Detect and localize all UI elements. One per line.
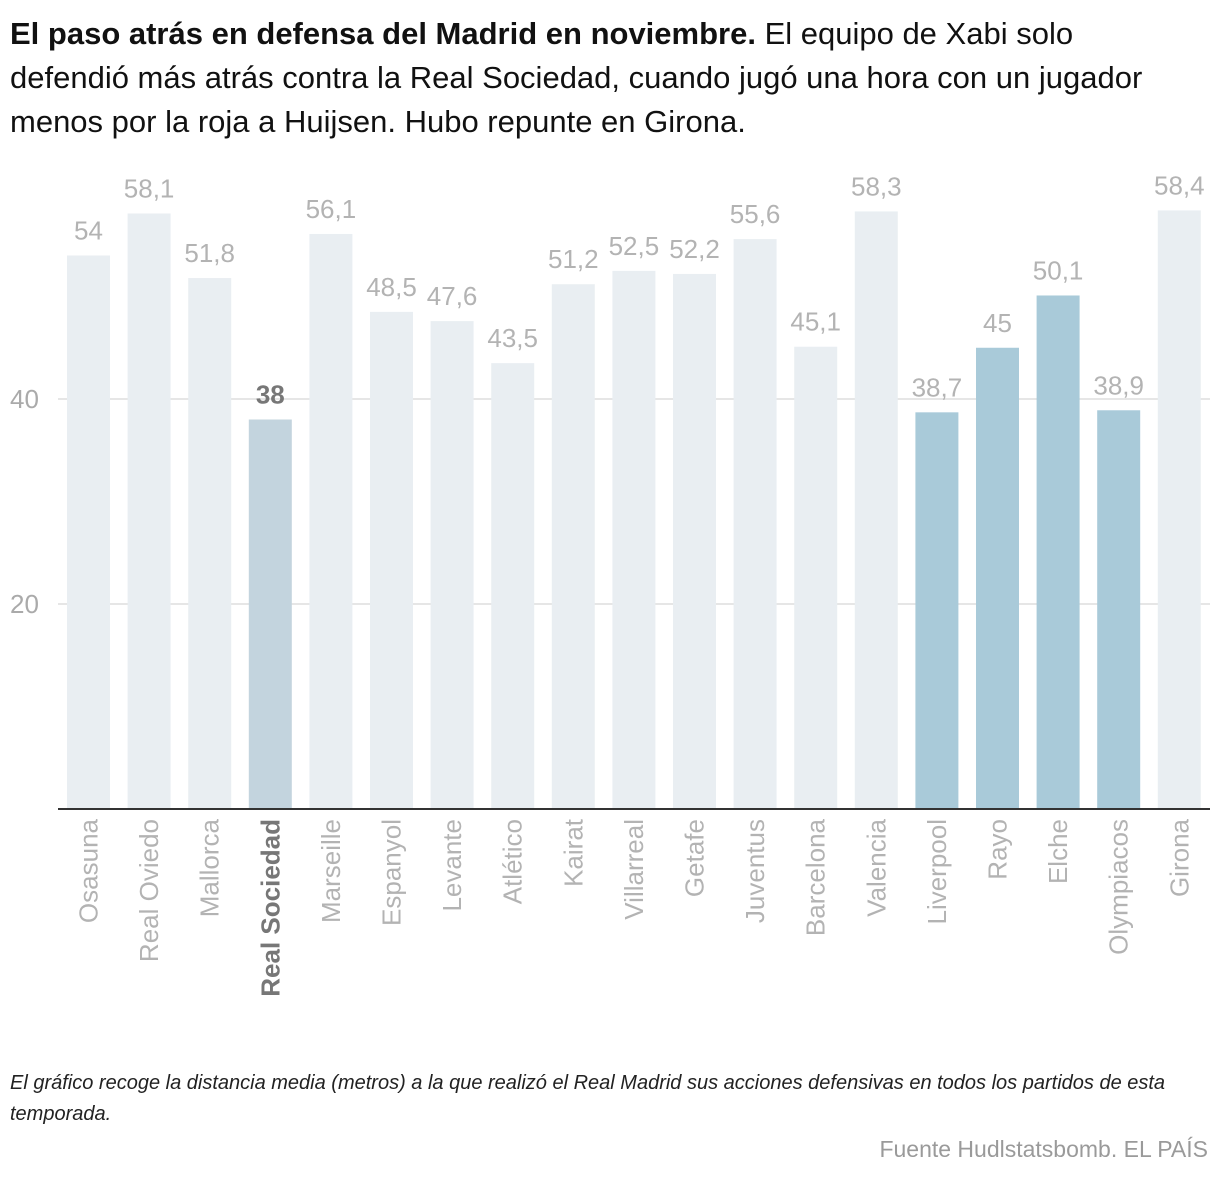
data-label: 38,9 bbox=[1093, 370, 1144, 400]
x-tick-label: Real Sociedad bbox=[255, 819, 285, 997]
data-label: 51,2 bbox=[548, 244, 599, 274]
data-label: 47,6 bbox=[427, 281, 478, 311]
chart-source: Fuente Hudlstatsbomb. EL PAÍS bbox=[879, 1136, 1208, 1162]
bar bbox=[430, 321, 474, 809]
y-tick-label: 20 bbox=[10, 589, 39, 619]
x-tick-label: Rayo bbox=[983, 819, 1013, 880]
x-tick-label: Marseille bbox=[316, 819, 346, 923]
x-tick-label: Juventus bbox=[740, 819, 770, 923]
chart-headline: El paso atrás en defensa del Madrid en n… bbox=[10, 12, 1200, 144]
x-tick-label: Atlético bbox=[498, 819, 528, 904]
data-label: 58,4 bbox=[1154, 170, 1205, 200]
bar bbox=[1036, 295, 1080, 810]
x-tick-label: Barcelona bbox=[801, 818, 831, 936]
data-label: 58,3 bbox=[851, 171, 902, 201]
bar bbox=[733, 239, 777, 810]
bar bbox=[551, 284, 595, 809]
x-tick-label: Getafe bbox=[680, 819, 710, 897]
bar bbox=[188, 278, 232, 809]
data-label: 52,2 bbox=[669, 234, 720, 264]
bar bbox=[248, 419, 292, 809]
x-tick-label: Levante bbox=[437, 819, 467, 912]
x-tick-label: Valencia bbox=[861, 818, 891, 916]
headline-text: El equipo de Xabi solo defendió más atrá… bbox=[10, 16, 1143, 139]
x-tick-label: Osasuna bbox=[74, 818, 104, 923]
data-label: 45,1 bbox=[790, 307, 841, 337]
x-tick-label: Espanyol bbox=[377, 819, 407, 926]
bar bbox=[1157, 210, 1201, 809]
x-tick-label: Mallorca bbox=[195, 818, 225, 917]
x-tick-label: Girona bbox=[1164, 818, 1194, 897]
bar bbox=[976, 347, 1019, 809]
data-label: 54 bbox=[74, 216, 103, 246]
bar bbox=[794, 346, 838, 809]
data-label: 58,1 bbox=[124, 173, 175, 203]
bar bbox=[370, 311, 413, 809]
data-label: 56,1 bbox=[306, 194, 357, 224]
bar bbox=[127, 213, 171, 810]
bar bbox=[491, 363, 535, 809]
data-label: 38 bbox=[256, 380, 285, 410]
x-tick-label: Real Oviedo bbox=[134, 819, 164, 962]
data-label: 38,7 bbox=[912, 372, 963, 402]
x-tick-label: Villarreal bbox=[619, 819, 649, 920]
data-label: 45 bbox=[983, 308, 1012, 338]
bar bbox=[309, 233, 353, 810]
headline-lead: El paso atrás en defensa del Madrid en n… bbox=[10, 16, 756, 51]
data-label: 43,5 bbox=[487, 323, 538, 353]
data-label: 50,1 bbox=[1033, 255, 1084, 285]
bar bbox=[673, 273, 716, 809]
data-label: 52,5 bbox=[609, 231, 660, 261]
chart-note: El gráfico recoge la distancia media (me… bbox=[10, 1072, 1166, 1125]
x-tick-label: Liverpool bbox=[922, 819, 952, 925]
x-tick-label: Elche bbox=[1043, 819, 1073, 884]
bar bbox=[612, 270, 656, 809]
bar bbox=[67, 255, 110, 809]
x-tick-label: Olympiacos bbox=[1104, 819, 1134, 955]
data-label: 48,5 bbox=[366, 272, 417, 302]
bar bbox=[1097, 410, 1141, 809]
data-label: 55,6 bbox=[730, 199, 781, 229]
x-tick-label: Kairat bbox=[558, 818, 588, 887]
bar-chart: 20 40 54 Osasuna 58,1 Real Oviedo 51,8 Mallorca… bbox=[10, 170, 1210, 997]
y-tick-label: 40 bbox=[10, 384, 39, 414]
bar bbox=[915, 412, 959, 809]
bar bbox=[854, 211, 898, 810]
data-label: 51,8 bbox=[184, 238, 235, 268]
